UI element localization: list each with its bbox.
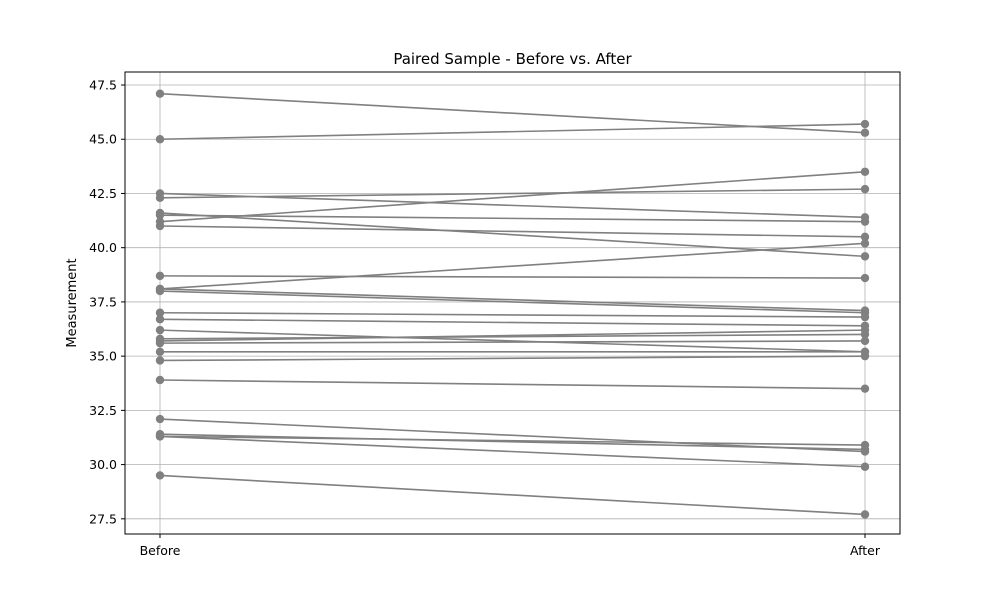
- data-points: [155, 89, 870, 519]
- pair-line: [159, 242, 866, 290]
- pair-line: [159, 329, 866, 353]
- x-tick-label: Before: [140, 543, 181, 558]
- pair-line: [159, 192, 866, 219]
- chart-title: Paired Sample - Before vs. After: [393, 50, 632, 68]
- before-point: [155, 286, 165, 296]
- y-axis-label: Measurement: [65, 258, 80, 347]
- x-tick-label: After: [850, 543, 881, 558]
- pair-line: [159, 318, 866, 327]
- before-point: [155, 210, 165, 220]
- before-point: [155, 308, 165, 317]
- after-point: [860, 384, 870, 393]
- pair-line: [159, 355, 866, 362]
- after-point: [860, 462, 870, 471]
- pair-line: [159, 123, 866, 141]
- series-lines: [159, 92, 866, 516]
- pair-line: [159, 379, 866, 390]
- pair-line: [159, 290, 866, 314]
- after-point: [860, 325, 870, 335]
- before-point: [155, 356, 165, 365]
- before-point: [155, 338, 165, 348]
- after-point: [860, 167, 870, 176]
- after-point: [860, 217, 870, 226]
- before-point: [155, 375, 165, 385]
- before-point: [155, 221, 165, 231]
- pair-line: [159, 435, 866, 468]
- pair-line: [159, 474, 866, 516]
- after-point: [860, 232, 870, 242]
- pair-line: [159, 311, 866, 318]
- grid-lines: [125, 72, 900, 534]
- y-tick-label: 45.0: [89, 132, 117, 147]
- pair-line: [159, 329, 866, 342]
- y-tick-label: 30.0: [89, 457, 117, 472]
- y-axis-ticks: 27.5 30.0 32.5 35.0 37.5 40.0 42.5 45.0 47.5: [89, 78, 125, 526]
- before-point: [155, 432, 165, 441]
- y-tick-label: 47.5: [89, 78, 117, 93]
- pair-line: [159, 225, 866, 238]
- before-point: [155, 414, 165, 424]
- y-tick-label: 40.0: [89, 240, 117, 255]
- after-point: [860, 351, 870, 361]
- y-tick-label: 32.5: [89, 403, 117, 418]
- after-point: [860, 312, 870, 322]
- pair-line: [159, 333, 866, 340]
- before-point: [155, 325, 165, 335]
- y-tick-label: 27.5: [89, 511, 117, 526]
- y-tick-label: 42.5: [89, 186, 117, 201]
- after-point: [860, 273, 870, 283]
- before-point: [155, 471, 165, 480]
- pair-line: [159, 288, 866, 312]
- before-point: [155, 347, 165, 357]
- pair-line: [159, 433, 866, 451]
- pair-line: [159, 170, 866, 223]
- pair-line: [159, 340, 866, 344]
- pair-line: [159, 275, 866, 279]
- plot-area-frame: [124, 71, 901, 535]
- before-point: [155, 271, 165, 281]
- after-point: [860, 184, 870, 194]
- before-point: [155, 89, 165, 98]
- after-point: [860, 119, 870, 129]
- after-point: [860, 336, 870, 346]
- pair-line: [159, 214, 866, 223]
- pair-line: [159, 435, 866, 446]
- before-point: [155, 315, 165, 324]
- y-tick-label: 37.5: [89, 294, 117, 309]
- x-axis-ticks: Before After: [140, 534, 881, 558]
- before-point: [155, 193, 165, 203]
- after-point: [860, 440, 870, 450]
- pair-line: [159, 188, 866, 199]
- after-point: [860, 128, 870, 137]
- pair-line: [159, 212, 866, 258]
- before-point: [155, 135, 165, 144]
- y-tick-label: 35.0: [89, 349, 117, 364]
- after-point: [860, 510, 870, 519]
- after-point: [860, 252, 870, 261]
- after-point: [860, 239, 870, 248]
